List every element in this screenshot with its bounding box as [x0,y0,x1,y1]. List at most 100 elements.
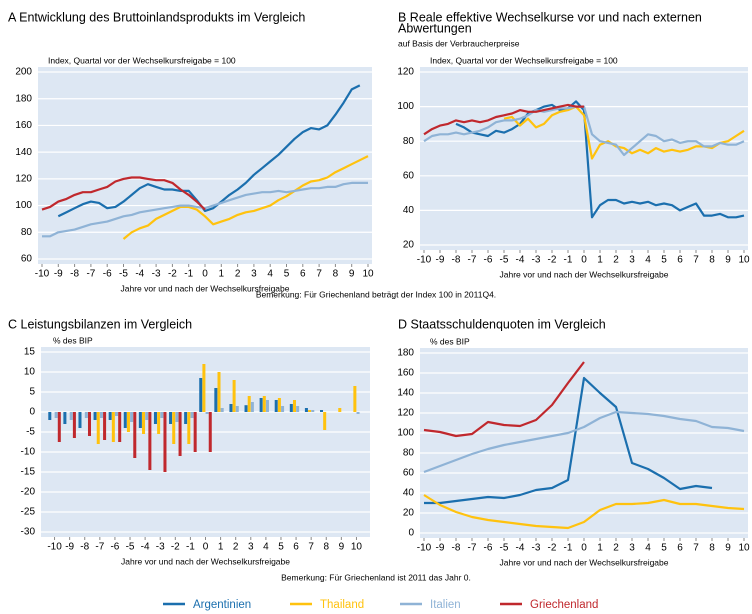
x-tick-label: -8 [70,269,79,280]
y-tick-label: 140 [397,388,414,399]
bar [126,412,130,432]
x-tick-label: -7 [468,255,477,266]
x-tick-label: 0 [202,269,208,280]
bar [217,372,221,412]
series-line [455,100,745,219]
bar [265,400,269,412]
x-tick-label: 3 [251,269,257,280]
x-tick-label: -8 [452,255,461,266]
x-tick-label: 7 [308,542,314,553]
x-tick-label: 3 [629,255,635,266]
x-tick-label: 2 [233,542,239,553]
bar [111,412,115,442]
bar [187,412,191,444]
y-tick-label: 40 [403,488,415,499]
y-tick-label: 200 [15,67,32,78]
bar [108,412,112,420]
bar [118,412,122,442]
bar [93,412,97,420]
y-tick-label: 100 [15,200,32,211]
x-tick-label: 5 [661,255,667,266]
series-line [41,176,206,211]
bar [250,402,254,412]
x-tick-label: -3 [156,542,165,553]
x-tick-label: -1 [564,543,573,554]
chart-title: C Leistungsbilanzen im Vergleich [8,317,192,331]
bar [123,412,127,428]
x-tick-label: 2 [613,255,619,266]
y-tick-label: 120 [397,67,414,78]
y-tick-label: 5 [29,387,35,398]
chart-title: A Entwicklung des Bruttoinlandsprodukts … [8,10,305,24]
x-tick-label: -7 [86,269,95,280]
x-tick-label: 2 [235,269,241,280]
note: Bemerkung: Für Griechenland beträgt der … [256,289,496,299]
bar [296,406,300,412]
bar [142,412,146,434]
x-tick-label: 5 [284,269,290,280]
bar [281,406,285,412]
bar [157,412,161,434]
bar [214,388,218,412]
x-tick-label: 1 [219,269,225,280]
bar [130,412,134,422]
y-tick-label: 60 [403,468,415,479]
x-tick-label: -8 [452,543,461,554]
y-tick-label: 80 [403,136,415,147]
plot-background [41,347,370,537]
bar [229,404,233,412]
x-tick-label: -5 [500,543,509,554]
x-tick-label: 9 [339,542,345,553]
bar [184,412,188,424]
y-tick-label: 80 [403,448,415,459]
bar [103,412,107,440]
y-tick-label: -20 [21,487,36,498]
bar [169,412,173,424]
x-tick-label: 1 [218,542,224,553]
y-tick-label: 60 [21,254,33,265]
x-axis-label: Jahre vor und nach der Wechselkursfreiga… [500,557,669,567]
x-tick-label: -2 [548,543,557,554]
x-tick-label: 9 [349,269,355,280]
legend-label: Italien [430,599,461,611]
bar [199,378,203,412]
y-tick-label: 160 [397,368,414,379]
series-line [423,103,584,136]
bar [308,410,312,412]
bar [202,364,206,412]
x-tick-label: 5 [661,543,667,554]
x-tick-label: 4 [263,542,269,553]
x-tick-label: -4 [516,255,525,266]
bar [87,412,92,436]
x-tick-label: 6 [677,255,683,266]
x-tick-label: -4 [516,543,525,554]
x-tick-label: -3 [152,269,161,280]
bar [356,412,360,414]
chart-title: Abwertungen [398,21,472,35]
x-tick-label: -9 [436,543,445,554]
x-tick-label: -8 [80,542,89,553]
bar [153,412,157,424]
x-tick-label: 10 [738,543,750,554]
x-tick-label: 7 [693,255,699,266]
x-tick-label: -6 [484,543,493,554]
bar [63,412,67,424]
bar [190,412,194,418]
x-tick-label: 8 [333,269,339,280]
x-tick-label: -10 [417,255,432,266]
x-tick-label: 8 [709,543,715,554]
y-tick-label: 40 [403,205,415,216]
bar [338,408,342,412]
y-tick-label: 140 [15,147,32,158]
y-tick-label: 180 [397,348,414,359]
bar [247,396,251,412]
series-line [423,361,585,438]
x-tick-label: 0 [581,543,587,554]
y-tick-label: 100 [397,101,414,112]
bar [160,412,164,418]
x-tick-label: 2 [613,543,619,554]
bar [277,398,281,412]
bar [262,396,266,412]
x-tick-label: -6 [103,269,112,280]
